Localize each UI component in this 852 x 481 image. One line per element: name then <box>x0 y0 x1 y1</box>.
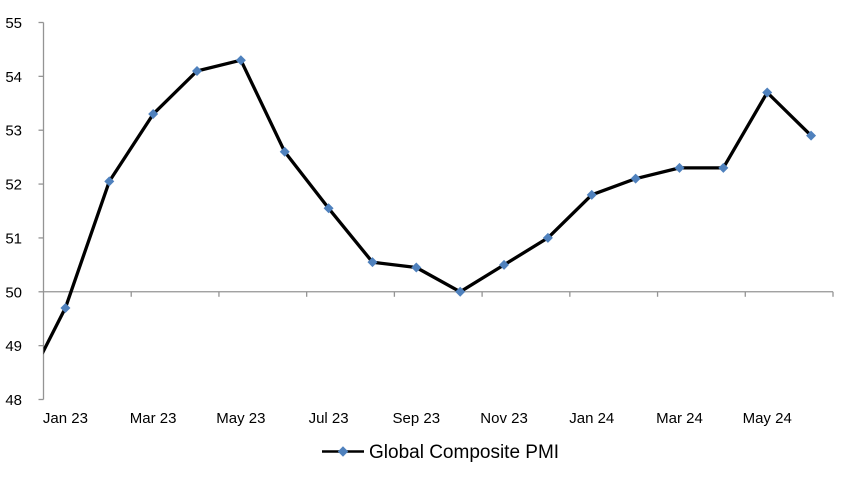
pmi-data-point-marker <box>499 259 510 270</box>
pmi-data-point-marker <box>455 286 466 297</box>
y-axis-tick-label: 55 <box>5 15 22 32</box>
pmi-data-point-marker <box>323 203 334 214</box>
x-axis-tick-label: Jul 23 <box>309 410 349 427</box>
pmi-data-point-marker <box>192 65 203 76</box>
pmi-data-point-marker <box>762 87 773 98</box>
pmi-data-point-marker <box>104 176 115 187</box>
pmi-data-point-marker <box>718 162 729 173</box>
pmi-data-point-marker <box>586 189 597 200</box>
pmi-data-point-marker <box>60 302 71 313</box>
y-axis-tick-label: 53 <box>5 123 22 140</box>
x-axis-tick-label: Mar 24 <box>656 410 703 427</box>
pmi-data-point-marker <box>279 146 290 157</box>
pmi-data-point-marker <box>411 262 422 273</box>
pmi-series <box>43 55 817 355</box>
pmi-data-point-marker <box>235 55 246 66</box>
x-axis-tick-label: May 24 <box>743 410 792 427</box>
x-axis-tick-label: Sep 23 <box>393 410 441 427</box>
y-axis-tick-label: 51 <box>5 230 22 247</box>
legend-diamond-marker-icon <box>337 446 349 457</box>
pmi-data-point-marker <box>630 173 641 184</box>
pmi-data-point-marker <box>542 232 553 243</box>
y-axis-tick-label: 54 <box>5 69 22 86</box>
x-axis-tick-label: Nov 23 <box>480 410 528 427</box>
x-axis-tick-label: May 23 <box>216 410 265 427</box>
y-axis-tick-label: 49 <box>5 338 22 355</box>
legend: Global Composite PMI <box>322 442 559 463</box>
x-axis-tick-label: Jan 23 <box>43 410 88 427</box>
x-axis-tick-label: Jan 24 <box>569 410 614 427</box>
x-axis-tick-label: Mar 23 <box>130 410 177 427</box>
y-axis-tick-label: 48 <box>5 392 22 409</box>
y-axis-tick-label: 50 <box>5 284 22 301</box>
axes: 48 49 50 51 52 53 54 55 Jan 23 Mar 23 May 23 Jul 23… <box>5 15 834 427</box>
pmi-series-line <box>43 58 813 355</box>
pmi-data-point-marker <box>367 257 378 268</box>
pmi-data-point-marker <box>674 162 685 173</box>
pmi-data-point-marker <box>806 130 817 141</box>
pmi-data-point-marker <box>148 109 159 120</box>
y-axis-tick-label: 52 <box>5 177 22 194</box>
legend-series-label: Global Composite PMI <box>369 442 559 463</box>
